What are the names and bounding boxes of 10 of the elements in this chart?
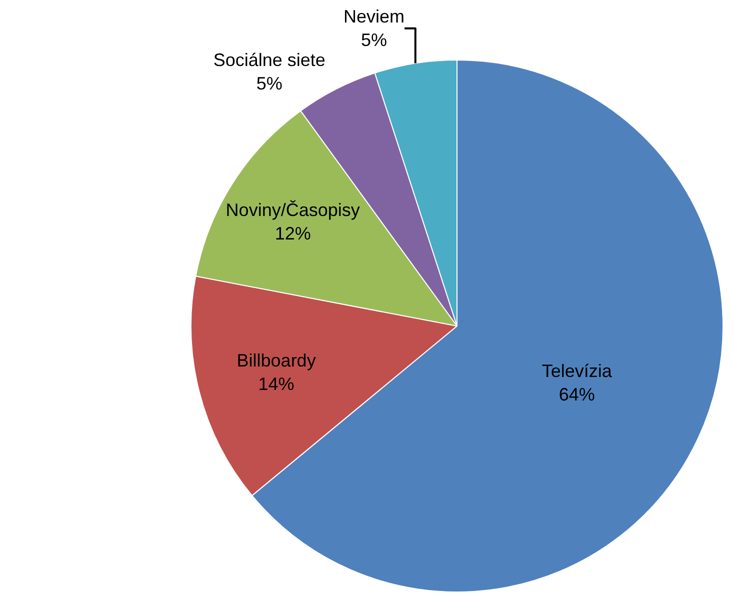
data-label: 64% [558, 384, 595, 404]
data-label: 12% [274, 224, 311, 244]
slice-label: Noviny/Časopisy [226, 200, 360, 220]
data-label: 5% [361, 30, 388, 50]
data-label: 14% [258, 374, 294, 394]
slice-label: Televízia [542, 360, 613, 381]
slice-label: Billboardy [236, 350, 316, 371]
data-label: 5% [256, 73, 282, 94]
slice-label: Neviem [344, 6, 405, 27]
slice-label: Sociálne siete [213, 50, 326, 70]
